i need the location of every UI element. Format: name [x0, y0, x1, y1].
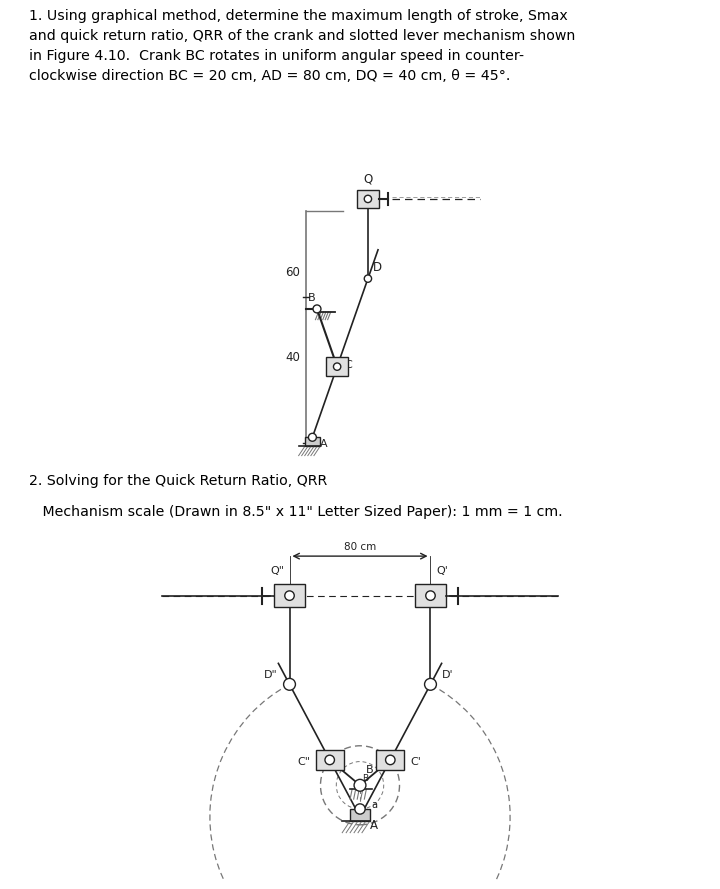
Text: a: a — [372, 800, 378, 810]
Bar — [326, 357, 348, 376]
Text: A: A — [320, 439, 328, 449]
Circle shape — [285, 591, 294, 600]
Text: 1. Using graphical method, determine the maximum length of stroke, Smax
and quic: 1. Using graphical method, determine the… — [29, 9, 575, 83]
Bar — [357, 189, 379, 208]
Text: Q": Q" — [271, 566, 284, 576]
Bar — [377, 750, 404, 770]
Text: 60: 60 — [285, 266, 300, 279]
Text: D': D' — [442, 670, 454, 680]
Text: Q': Q' — [436, 566, 449, 576]
Text: 80 cm: 80 cm — [344, 542, 376, 552]
Bar — [350, 809, 370, 821]
Text: Mechanism scale (Drawn in 8.5" x 11" Letter Sized Paper): 1 mm = 1 cm.: Mechanism scale (Drawn in 8.5" x 11" Let… — [29, 505, 562, 519]
Text: B: B — [308, 292, 315, 303]
Bar — [305, 437, 320, 446]
Circle shape — [313, 305, 321, 313]
Text: D: D — [372, 261, 382, 274]
Circle shape — [284, 678, 295, 690]
Circle shape — [364, 275, 372, 283]
Text: A: A — [370, 819, 378, 832]
Circle shape — [354, 780, 366, 791]
Circle shape — [325, 755, 335, 765]
Circle shape — [333, 363, 341, 371]
Circle shape — [355, 804, 365, 814]
Circle shape — [308, 433, 316, 441]
Circle shape — [425, 678, 436, 690]
Text: B: B — [362, 774, 368, 783]
Circle shape — [385, 755, 395, 765]
Bar — [274, 584, 305, 607]
Text: C": C" — [297, 757, 310, 767]
Bar — [415, 584, 446, 607]
Circle shape — [426, 591, 435, 600]
Text: Q: Q — [364, 172, 372, 185]
Text: D": D" — [264, 670, 278, 680]
Text: B: B — [366, 765, 374, 775]
Circle shape — [364, 196, 372, 203]
Text: 2. Solving for the Quick Return Ratio, QRR: 2. Solving for the Quick Return Ratio, Q… — [29, 474, 327, 488]
Bar — [316, 750, 343, 770]
Text: C': C' — [410, 757, 421, 767]
Text: 40: 40 — [285, 351, 300, 364]
Text: C: C — [345, 360, 353, 370]
